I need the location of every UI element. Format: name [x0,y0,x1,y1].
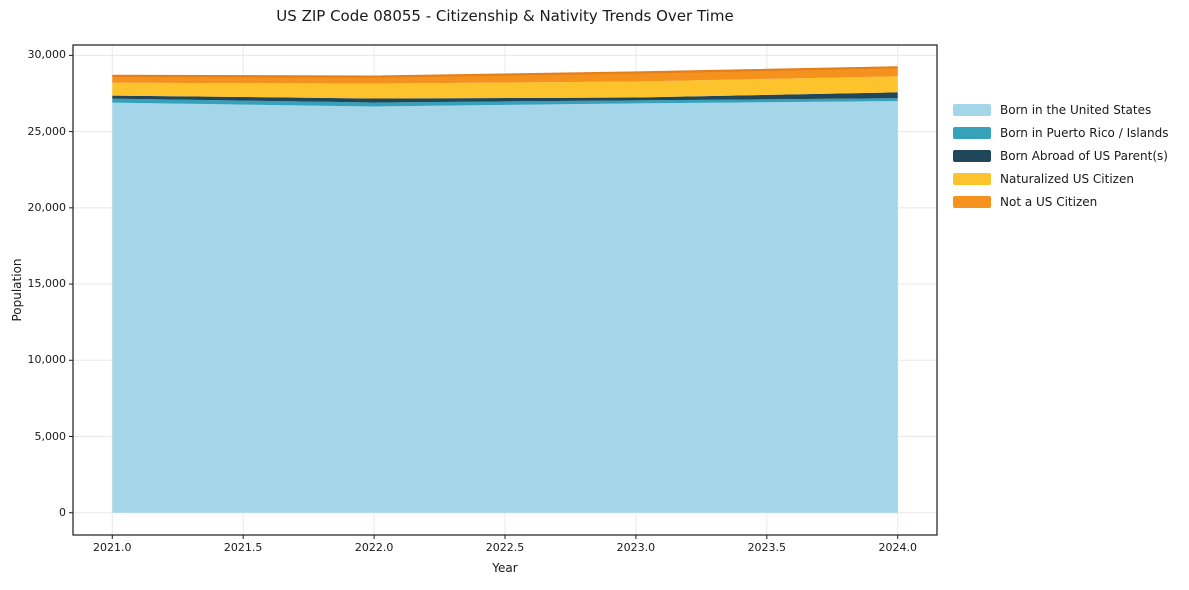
x-tick-label: 2023.5 [747,541,787,554]
legend-swatch [953,103,991,116]
y-tick-label: 30,000 [27,48,67,62]
x-tick-label: 2023.0 [616,541,656,554]
legend-item: Naturalized US Citizen [953,171,1169,186]
legend-label: Born in Puerto Rico / Islands [1000,125,1169,140]
legend-swatch [953,195,991,208]
x-axis-label: Year [492,561,518,575]
legend-swatch [953,126,991,139]
legend: Born in the United States Born in Puerto … [953,103,1169,218]
y-tick-label: 25,000 [27,124,67,138]
legend-label: Born Abroad of US Parent(s) [1000,148,1168,163]
y-tick-label: 10,000 [27,353,67,367]
x-tick-label: 2022.0 [354,541,394,554]
legend-label: Born in the United States [1000,102,1152,117]
y-tick-label: 0 [59,505,66,519]
y-tick-label: 5,000 [34,429,67,443]
area-naturalized-us-citizen [112,76,898,99]
area-born-in-the-united-states [112,101,898,513]
x-tick-label: 2021.0 [93,541,132,554]
x-tick-label: 2022.5 [485,541,525,554]
legend-label: Not a US Citizen [1000,194,1098,209]
y-tick-label: 20,000 [27,200,67,214]
area-born-in-puerto-rico-islands [112,98,898,107]
stack-top-edge [112,66,898,78]
x-tick-label: 2021.5 [223,541,263,554]
legend-label: Naturalized US Citizen [1000,171,1134,186]
area-born-abroad-of-us-parent-s- [112,92,898,103]
legend-item: Not a US Citizen [953,194,1169,209]
legend-swatch [953,149,991,162]
legend-item: Born in Puerto Rico / Islands [953,125,1169,140]
legend-item: Born in the United States [953,102,1169,117]
legend-item: Born Abroad of US Parent(s) [953,148,1169,163]
y-tick-label: 15,000 [27,277,67,291]
legend-swatch [953,172,991,185]
x-tick-label: 2024.0 [878,541,917,554]
chart-title: US ZIP Code 08055 - Citizenship & Nativi… [276,7,734,25]
